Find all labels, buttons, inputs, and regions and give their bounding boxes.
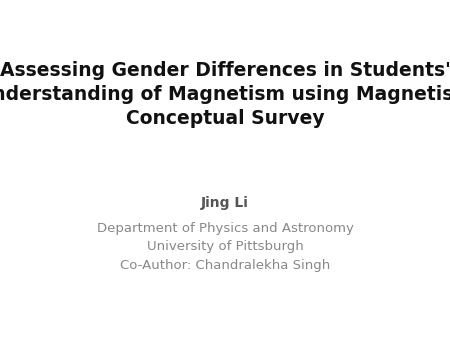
Text: Assessing Gender Differences in Students'
Understanding of Magnetism using Magne: Assessing Gender Differences in Students… — [0, 61, 450, 128]
Text: Department of Physics and Astronomy
University of Pittsburgh
Co-Author: Chandral: Department of Physics and Astronomy Univ… — [97, 222, 353, 272]
Text: Jing Li: Jing Li — [201, 196, 249, 210]
